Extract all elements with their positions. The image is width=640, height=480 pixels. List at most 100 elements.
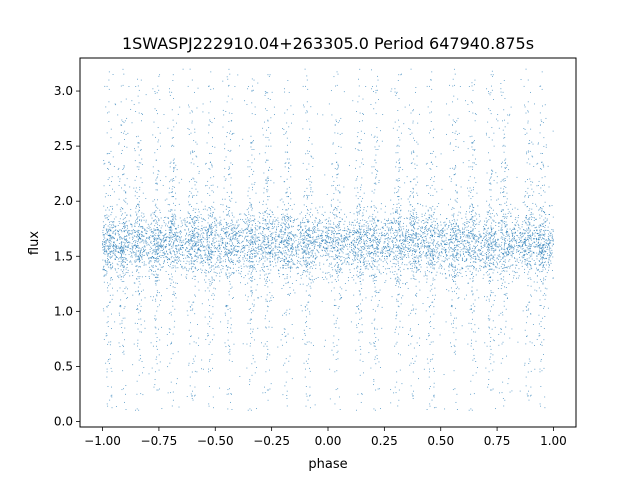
data-point [485,224,487,226]
data-point [175,236,177,238]
data-point [156,243,158,245]
data-point [452,232,454,233]
data-point [192,243,194,244]
data-point [122,219,124,221]
data-point [547,261,549,263]
data-point [496,267,498,269]
data-point [511,246,513,248]
data-point [449,274,450,276]
data-point [138,259,140,261]
data-point [113,241,115,243]
data-point [476,241,477,243]
data-point [436,251,438,253]
data-point [178,259,180,261]
data-point [232,251,234,253]
data-point [330,223,332,225]
data-point [364,244,366,246]
data-point [496,214,498,216]
data-point [103,269,105,271]
data-point [484,243,486,245]
data-point [238,251,240,253]
data-point [157,256,159,257]
data-point [457,229,459,231]
data-point [360,253,362,255]
data-point [405,254,407,256]
data-point [270,252,272,254]
data-point [503,221,505,223]
data-point [357,247,359,249]
data-point [549,250,551,252]
data-point [266,207,268,209]
data-point [431,271,433,273]
data-point [326,232,328,234]
data-point [146,244,148,246]
data-point [463,228,465,230]
data-point [497,271,499,273]
data-point [361,256,362,258]
data-point [245,218,247,220]
data-point [466,236,468,238]
data-point [533,241,535,243]
data-point [131,252,133,254]
data-point [444,224,446,226]
data-point [134,225,136,227]
data-point [249,257,251,259]
data-point [521,265,523,267]
data-point [538,245,539,246]
data-point [285,264,287,266]
data-point [172,234,174,235]
data-point [408,262,410,264]
data-point [248,249,250,250]
data-point [430,263,432,265]
data-point [184,229,186,231]
data-point [307,243,309,245]
data-point [171,239,173,240]
data-point [132,230,134,232]
data-point [317,245,319,247]
data-point [398,253,400,255]
data-point [189,249,191,251]
data-point [475,269,477,271]
data-point [252,215,254,217]
data-point [259,226,261,228]
data-point [371,252,373,254]
data-point [109,238,111,239]
data-point [541,223,543,225]
data-point [304,270,306,272]
data-point [159,234,161,236]
data-point [497,264,499,266]
data-point [488,269,490,271]
data-point [434,236,436,238]
data-point [490,248,492,249]
data-point [330,220,332,222]
data-point [520,232,522,233]
data-point [516,239,518,241]
data-point [200,268,202,270]
data-point [148,270,150,272]
data-point [446,223,447,225]
data-point [219,257,221,259]
data-point [340,248,341,250]
data-point [329,242,331,244]
data-point [373,275,375,276]
data-point [509,259,511,261]
data-point [492,245,494,247]
data-point [105,228,107,230]
data-point [223,218,225,220]
data-point [321,237,323,239]
data-point [445,249,447,251]
data-point [298,243,300,245]
data-point [368,254,370,256]
data-point [271,228,273,230]
data-point [543,255,545,257]
data-point [464,240,466,241]
data-point [456,244,458,246]
data-point [163,255,165,257]
data-point [214,266,216,268]
data-point [266,244,268,246]
data-point [482,251,484,253]
data-point [130,224,132,226]
data-point [169,258,170,260]
data-point [450,223,452,225]
data-point [201,245,203,247]
